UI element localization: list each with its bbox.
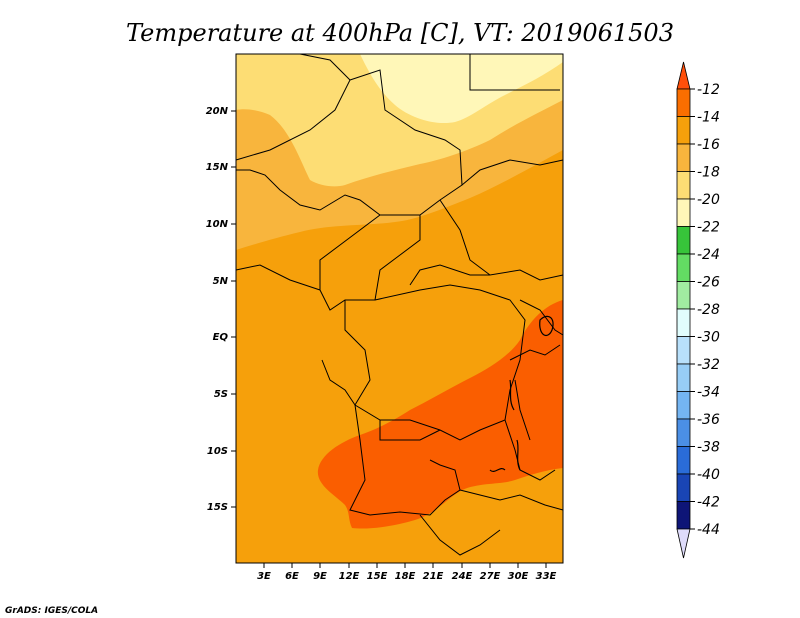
- lat-axis: 20N 15N 10N 5N EQ 5S 10S 15S: [206, 106, 236, 513]
- colorbar-label: -28: [697, 302, 720, 318]
- colorbar-label: -32: [697, 357, 720, 373]
- lon-label: 33E: [536, 571, 557, 582]
- lat-label: 10N: [206, 219, 229, 230]
- band-minus22-minus20: [360, 54, 563, 124]
- lat-label: 15S: [207, 502, 228, 513]
- colorbar-swatch: [676, 253, 691, 282]
- colorbar-label: -44: [697, 522, 720, 538]
- lon-label: 6E: [285, 571, 299, 582]
- colorbar-label: -20: [697, 192, 720, 208]
- lon-label: 24E: [452, 571, 473, 582]
- footer-credit: GrADS: IGES/COLA: [5, 606, 98, 616]
- colorbar-swatch: [676, 226, 691, 255]
- lon-label: 30E: [508, 571, 529, 582]
- colorbar-label: -22: [697, 220, 720, 236]
- lat-label: 10S: [207, 446, 228, 457]
- colorbar-label: -26: [697, 275, 720, 291]
- colorbar-label: -40: [697, 467, 720, 483]
- lon-label: 12E: [339, 571, 360, 582]
- colorbar-label: -14: [697, 110, 720, 126]
- colorbar-swatch: [676, 446, 691, 475]
- colorbar-swatch: [676, 336, 691, 365]
- lat-label: 5S: [214, 389, 228, 400]
- colorbar-label: -34: [697, 385, 720, 401]
- colorbar-swatch: [676, 391, 691, 420]
- colorbar-swatch: [676, 143, 691, 172]
- colorbar-swatch: [676, 61, 691, 90]
- colorbar-label: -30: [697, 330, 720, 346]
- colorbar-swatch: [676, 528, 691, 559]
- colorbar-label: -38: [697, 440, 720, 456]
- colorbar-swatch: [676, 171, 691, 200]
- lon-label: 9E: [313, 571, 327, 582]
- colorbar-swatch: [676, 418, 691, 447]
- lat-label: 5N: [213, 276, 229, 287]
- lon-label: 3E: [257, 571, 271, 582]
- colorbar-label: -24: [697, 247, 720, 263]
- chart-title: Temperature at 400hPa [C], VT: 201906150…: [126, 19, 674, 47]
- temperature-field: [236, 54, 563, 563]
- lon-label: 15E: [367, 571, 388, 582]
- lon-label: 18E: [395, 571, 416, 582]
- lon-axis: 3E 6E 9E 12E 15E 18E 21E 24E 27E 30E 33E: [257, 563, 557, 582]
- lat-label: EQ: [213, 332, 229, 343]
- colorbar-swatch: [676, 501, 691, 530]
- colorbar-label: -12: [697, 82, 720, 98]
- colorbar-swatch: [676, 363, 691, 392]
- colorbar-label: -36: [697, 412, 720, 428]
- colorbar-label: -16: [697, 137, 720, 153]
- colorbar-label: -18: [697, 165, 720, 181]
- colorbar-label: -42: [697, 495, 720, 511]
- lat-label: 20N: [206, 106, 229, 117]
- colorbar-swatch: [676, 473, 691, 502]
- colorbar-swatch: [676, 116, 691, 145]
- colorbar-swatch: [676, 88, 691, 117]
- band-above-minus14: [317, 300, 563, 529]
- colorbar-swatch: [676, 281, 691, 310]
- colorbar: -12 -14 -16 -18 -20 -22 -24 -26 -28 -30 -32 -34 -36 -…: [676, 61, 720, 559]
- lon-label: 21E: [423, 571, 444, 582]
- colorbar-swatch: [676, 308, 691, 337]
- map-frame: [235, 53, 564, 564]
- map-panel: 20N 15N 10N 5N EQ 5S 10S 15S 3E 6E 9E 12…: [206, 53, 564, 582]
- lon-label: 27E: [480, 571, 501, 582]
- lakes: [489, 315, 554, 473]
- colorbar-swatch: [676, 198, 691, 227]
- lat-label: 15N: [206, 162, 229, 173]
